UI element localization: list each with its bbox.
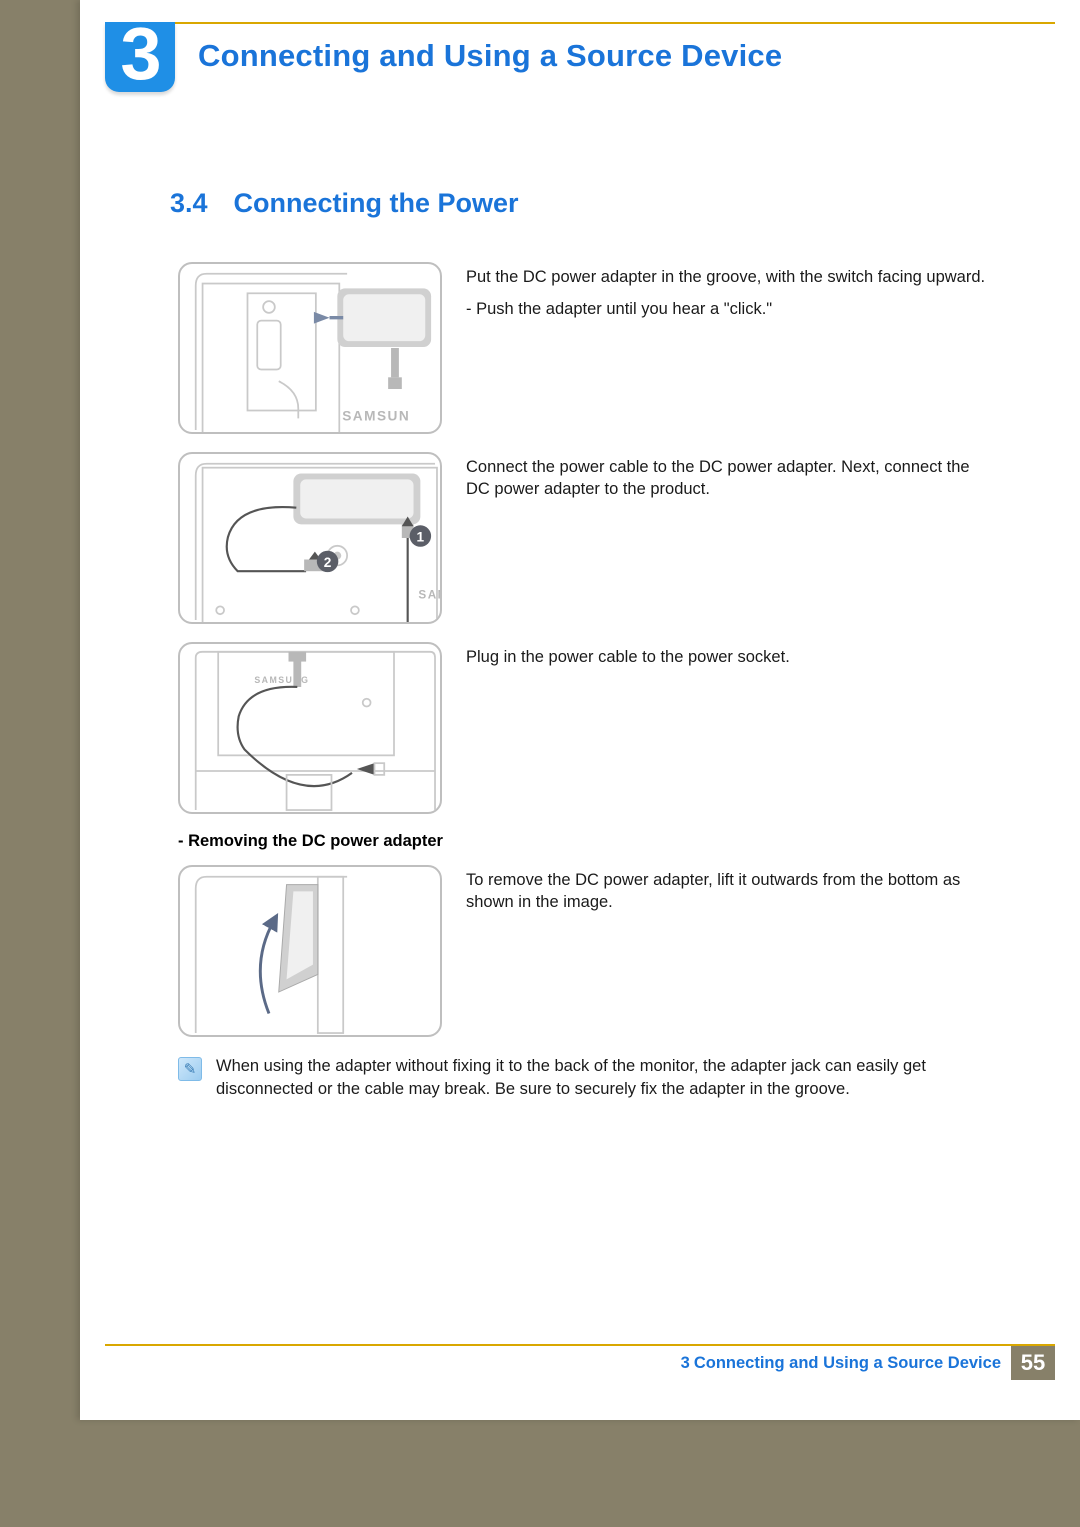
illustration-step-3: SAMSUNG <box>178 642 442 814</box>
step-text: Connect the power cable to the DC power … <box>466 456 990 501</box>
instruction-row: SAMSUN Put the DC power adapter in the g… <box>178 262 990 434</box>
svg-text:SAM: SAM <box>418 589 440 602</box>
chapter-number-badge: 3 <box>105 22 175 92</box>
instruction-text: To remove the DC power adapter, lift it … <box>466 865 990 924</box>
removal-text: To remove the DC power adapter, lift it … <box>466 869 990 914</box>
note-icon <box>178 1057 202 1081</box>
illustration-step-2: SAM 1 2 <box>178 452 442 624</box>
content-area: SAMSUN Put the DC power adapter in the g… <box>178 262 990 1101</box>
illustration-step-1: SAMSUN <box>178 262 442 434</box>
instruction-text: Put the DC power adapter in the groove, … <box>466 262 990 331</box>
footer-chapter-title: Connecting and Using a Source Device <box>694 1354 1001 1373</box>
svg-text:SAMSUN: SAMSUN <box>342 408 410 423</box>
manual-page: 3 Connecting and Using a Source Device 3… <box>80 0 1080 1420</box>
instruction-text: Connect the power cable to the DC power … <box>466 452 990 511</box>
footer-chapter-ref: 3 Connecting and Using a Source Device <box>681 1346 1011 1380</box>
top-rule <box>105 22 1055 24</box>
svg-text:2: 2 <box>324 555 332 570</box>
step-subtext: Push the adapter until you hear a "click… <box>466 298 990 320</box>
instruction-row: SAM 1 2 Connect the power cable to the D… <box>178 452 990 624</box>
footer-bar: 3 Connecting and Using a Source Device 5… <box>105 1346 1055 1380</box>
svg-text:SAMSUNG: SAMSUNG <box>254 675 309 685</box>
footer-chapter-number: 3 <box>681 1354 690 1373</box>
note-row: When using the adapter without fixing it… <box>178 1055 990 1101</box>
section-title: Connecting the Power <box>234 188 519 218</box>
section-heading: 3.4 Connecting the Power <box>170 188 519 219</box>
chapter-number: 3 <box>120 19 159 89</box>
instruction-row: SAMSUNG Plug in the power cable to the p… <box>178 642 990 814</box>
chapter-title: Connecting and Using a Source Device <box>198 38 782 74</box>
instruction-text: Plug in the power cable to the power soc… <box>466 642 990 678</box>
note-text: When using the adapter without fixing it… <box>216 1055 990 1101</box>
step-text: Plug in the power cable to the power soc… <box>466 646 990 668</box>
page-number: 55 <box>1011 1346 1055 1380</box>
step-text: Put the DC power adapter in the groove, … <box>466 266 990 288</box>
subheading-removing-adapter: Removing the DC power adapter <box>178 832 990 851</box>
illustration-removal <box>178 865 442 1037</box>
svg-text:1: 1 <box>417 530 425 545</box>
instruction-row: To remove the DC power adapter, lift it … <box>178 865 990 1037</box>
section-number: 3.4 <box>170 188 208 218</box>
